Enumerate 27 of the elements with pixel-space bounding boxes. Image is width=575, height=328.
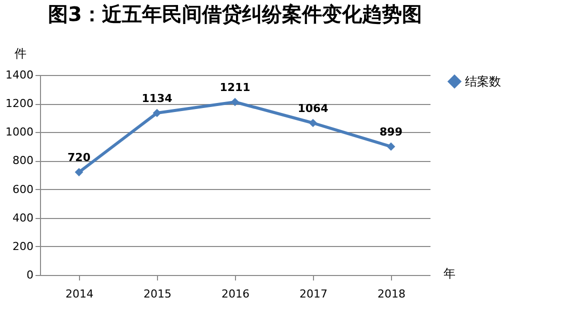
point	[230, 98, 240, 106]
chart-title: 图3：近五年民间借贷纠纷案件变化趋势图	[48, 2, 422, 26]
x-axis-title: 年	[444, 266, 456, 280]
legend-label: 结案数	[465, 74, 501, 88]
point	[308, 118, 318, 128]
x-tick-label: 2016	[222, 288, 250, 300]
y-tick-label: 1000	[6, 126, 34, 139]
data-label: 720	[68, 151, 91, 164]
x-tick-label: 2017	[300, 288, 328, 300]
y-tick-label: 800	[12, 154, 34, 168]
point	[152, 108, 162, 118]
y-tick-label: 1200	[6, 97, 34, 110]
point	[74, 168, 84, 176]
y-tick-label: 0	[26, 268, 34, 282]
x-tick-label: 2014	[66, 288, 94, 300]
point	[386, 142, 396, 151]
data-label: 1211	[220, 81, 250, 94]
y-tick-label: 600	[12, 182, 34, 196]
data-label: 1064	[298, 102, 329, 115]
y-axis-title: 件	[14, 46, 26, 60]
x-tick-label: 2015	[144, 288, 172, 300]
y-tick-label: 1400	[6, 68, 34, 82]
data-label: 899	[380, 126, 402, 139]
data-label: 1134	[142, 92, 173, 105]
y-tick-label: 400	[12, 211, 34, 224]
x-tick-label: 2018	[378, 288, 406, 300]
y-tick-label: 200	[12, 240, 34, 253]
